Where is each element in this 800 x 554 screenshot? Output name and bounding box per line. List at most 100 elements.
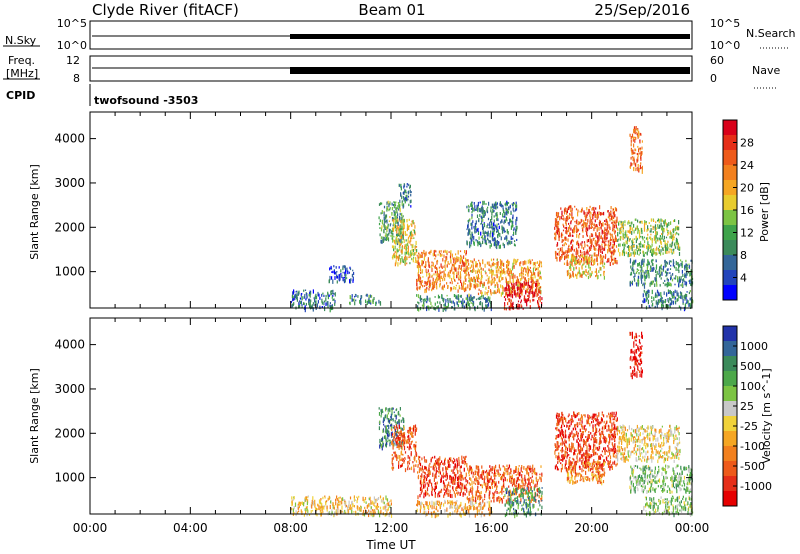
power-echo-cell [330, 291, 332, 296]
power-echo-cell [403, 197, 405, 200]
power-echo-cell [673, 265, 676, 269]
power-echo-cell [470, 296, 472, 299]
power-echo-cell [447, 306, 449, 309]
power-echo-cell [666, 277, 668, 281]
velocity-echo-cell [423, 476, 426, 481]
power-echo-cell [650, 218, 652, 222]
velocity-echo-cell [409, 427, 411, 432]
power-echo-cell [446, 253, 448, 256]
velocity-echo-cell [410, 451, 412, 456]
power-echo-cell [514, 289, 516, 292]
power-echo-cell [454, 267, 456, 272]
power-echo-cell [394, 202, 396, 205]
power-echo-cell [565, 255, 567, 259]
power-echo-cell [664, 263, 666, 268]
power-echo-cell [601, 241, 603, 243]
power-echo-cell [479, 214, 481, 217]
velocity-echo-cell [362, 496, 364, 502]
power-echo-cell [527, 259, 529, 264]
power-echo-cell [398, 248, 400, 251]
velocity-echo-cell [462, 459, 464, 465]
power-echo-cell [380, 227, 383, 232]
power-echo-cell [666, 228, 668, 231]
power-echo-cell [501, 227, 503, 230]
power-echo-cell [639, 229, 641, 234]
power-echo-cell [593, 246, 595, 250]
power-echo-cell [456, 259, 458, 263]
power-echo-cell [503, 221, 505, 225]
velocity-echo-cell [449, 459, 451, 462]
power-echo-cell [655, 259, 657, 262]
power-echo-cell [506, 264, 508, 269]
velocity-echo-cell [384, 435, 386, 439]
power-echo-cell [424, 265, 426, 268]
power-echo-cell [511, 286, 513, 289]
power-echo-cell [577, 272, 579, 276]
velocity-echo-cell [447, 489, 449, 493]
power-echo-cell [389, 207, 391, 209]
power-echo-cell [503, 296, 506, 298]
power-echo-cell [397, 226, 399, 231]
velocity-echo-cell [376, 498, 378, 502]
power-echo-cell [479, 208, 481, 213]
power-echo-cell [317, 291, 319, 297]
power-echo-cell [581, 244, 583, 249]
power-echo-cell [467, 271, 470, 275]
power-echo-cell [335, 271, 337, 275]
power-echo-cell [659, 284, 661, 287]
velocity-echo-cell [417, 495, 419, 500]
power-echo-cell [561, 253, 563, 257]
power-echo-cell [471, 207, 473, 210]
power-colorbar-segment [723, 135, 737, 151]
power-echo-cell [476, 204, 478, 208]
power-echo-cell [675, 240, 677, 244]
power-echo-cell [380, 236, 382, 239]
velocity-echo-cell [300, 509, 302, 513]
power-echo-cell [661, 233, 663, 235]
power-echo-cell [601, 258, 603, 260]
power-echo-cell [642, 283, 644, 287]
power-colorbar-tick-label: 12 [740, 227, 754, 240]
power-echo-cell [299, 304, 301, 308]
power-echo-cell [633, 223, 635, 228]
power-echo-cell [633, 269, 635, 274]
velocity-echo-cell [379, 506, 382, 510]
power-echo-cell [506, 242, 508, 245]
velocity-echo-cell [424, 472, 426, 475]
power-echo-cell [539, 298, 541, 303]
power-echo-cell [391, 235, 393, 240]
velocity-echo-cell [392, 456, 394, 460]
velocity-echo-cell [385, 439, 387, 443]
power-echo-cell [491, 203, 493, 208]
power-echo-cell [582, 223, 584, 226]
power-echo-cell [586, 211, 588, 216]
power-echo-cell [641, 151, 643, 155]
power-echo-cell [593, 223, 595, 226]
power-echo-cell [582, 254, 584, 259]
power-echo-cell [415, 246, 418, 248]
power-echo-cell [342, 265, 344, 269]
power-echo-cell [309, 301, 311, 306]
velocity-echo-cell [344, 509, 346, 514]
power-echo-cell [396, 211, 398, 214]
power-echo-cell [674, 296, 677, 300]
power-echo-cell [666, 223, 669, 228]
velocity-echo-cell [411, 440, 413, 443]
velocity-echo-cell [425, 459, 428, 463]
power-echo-cell [572, 258, 574, 262]
power-echo-cell [692, 300, 694, 304]
power-echo-cell [621, 224, 623, 228]
power-echo-cell [674, 245, 676, 248]
power-echo-cell [469, 243, 471, 249]
velocity-echo-cell [389, 504, 391, 508]
power-echo-cell [304, 289, 307, 291]
power-echo-cell [612, 259, 614, 261]
power-echo-cell [612, 249, 614, 254]
power-echo-cell [571, 260, 573, 265]
velocity-echo-cell [437, 493, 439, 497]
power-echo-cell [593, 206, 595, 211]
velocity-echo-cell [408, 439, 410, 442]
power-echo-cell [660, 222, 662, 227]
velocity-echo-cell [383, 417, 385, 420]
power-echo-cell [664, 299, 666, 304]
